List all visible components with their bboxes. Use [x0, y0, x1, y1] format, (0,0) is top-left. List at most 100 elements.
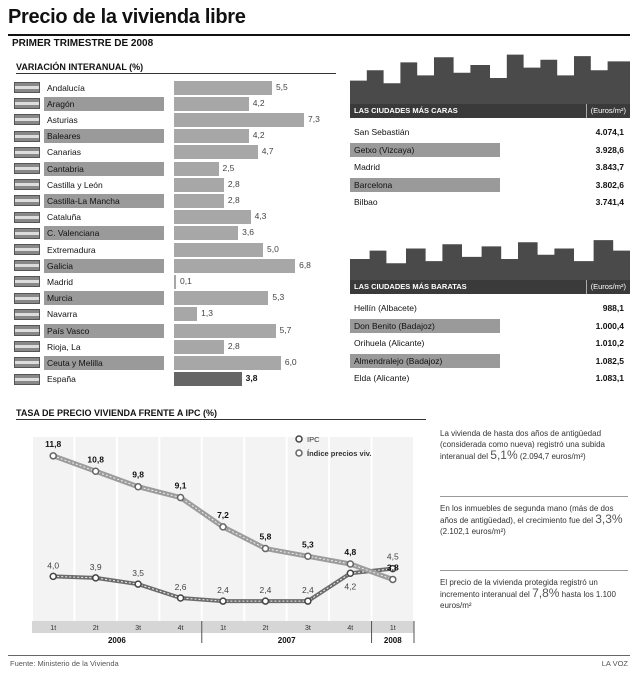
- data-label: 2,4: [260, 585, 272, 595]
- bar-track: 5,3: [174, 291, 344, 306]
- region-label: España: [47, 374, 76, 385]
- skyline-caras: [350, 54, 630, 104]
- city-name: Almendralejo (Badajoz): [350, 353, 500, 368]
- legend-marker-ipv: [295, 449, 303, 457]
- city-row: Bilbao 3.741,4: [350, 195, 630, 210]
- city-price: 1.082,5: [595, 355, 624, 366]
- data-label: 10,8: [87, 454, 104, 464]
- x-tick-label: 4t: [347, 625, 353, 632]
- data-label: 9,8: [132, 470, 144, 480]
- bar-track: 4,2: [174, 129, 344, 144]
- city-name: San Sebastián: [354, 127, 410, 137]
- baratas-heading-text: LAS CIUDADES MÁS BARATAS: [354, 282, 467, 291]
- region-label: Baleares: [44, 129, 164, 144]
- city-row: Orihuela (Alicante) 1.010,2: [350, 336, 630, 351]
- bar-row: Murcia 5,3: [14, 291, 344, 306]
- region-label: Castilla y León: [47, 179, 103, 190]
- region-label: Galicia: [44, 258, 164, 273]
- data-point: [134, 580, 142, 588]
- bar-row: Andalucía 5,5: [14, 80, 344, 95]
- bar: [174, 339, 224, 354]
- variacion-heading: VARIACIÓN INTERANUAL (%): [16, 62, 336, 74]
- bar: [174, 80, 272, 95]
- bar-row: Cantabria 2,5: [14, 161, 344, 176]
- bar: [174, 145, 258, 160]
- note-1: La vivienda de hasta dos años de antigüe…: [440, 428, 630, 462]
- bar-track: 4,2: [174, 96, 344, 111]
- skyline-baratas: [350, 240, 630, 280]
- region-label: País Vasco: [44, 323, 164, 338]
- variacion-chart: Andalucía 5,5 Aragón 4,2 Asturias 7,3 Baleares…: [14, 80, 344, 390]
- caras-heading: LAS CIUDADES MÁS CARAS (Euros/m²): [350, 104, 630, 118]
- data-point: [176, 493, 185, 502]
- bar-row: Castilla-La Mancha 2,8: [14, 193, 344, 208]
- bar-value-label: 4,7: [261, 146, 274, 157]
- data-point: [304, 597, 312, 605]
- bar-value-label: 5,3: [272, 292, 285, 303]
- region-flag-icon: [14, 114, 40, 126]
- region-flag-icon: [14, 373, 40, 385]
- data-point: [346, 569, 355, 578]
- x-tick-label: 2t: [93, 625, 99, 632]
- city-price: 3.741,4: [595, 197, 624, 207]
- city-price: 1.010,2: [595, 338, 624, 348]
- note-2-value: 3,3%: [595, 512, 623, 526]
- bar-value-label: 0,1: [180, 275, 192, 286]
- bar-track: 2,8: [174, 193, 344, 208]
- region-flag-icon: [14, 292, 40, 304]
- bar-row: Baleares 4,2: [14, 129, 344, 144]
- city-row: Getxo (Vizcaya) 3.928,6: [350, 142, 630, 158]
- data-point: [91, 574, 100, 582]
- bar-value-label: 5,7: [279, 324, 292, 335]
- note-3-value: 7,8%: [532, 586, 560, 600]
- year-label: 2007: [278, 636, 296, 645]
- data-point: [346, 560, 355, 568]
- region-flag-icon: [14, 163, 40, 174]
- bar-track: 4,3: [174, 210, 344, 225]
- bar-track: 0,1: [174, 274, 344, 289]
- region-flag-icon: [14, 260, 40, 272]
- region-flag-icon: [14, 325, 40, 336]
- x-tick-label: 1t: [390, 625, 396, 632]
- bar: [174, 226, 239, 241]
- region-label: Ceuta y Melilla: [44, 355, 164, 370]
- caras-unit: (Euros/m²): [585, 104, 626, 118]
- bar: [174, 307, 198, 322]
- city-row: Almendralejo (Badajoz) 1.082,5: [350, 353, 630, 369]
- x-tick-label: 3t: [135, 625, 141, 632]
- data-label: 2,4: [217, 585, 229, 595]
- bar-value-label: 5,0: [267, 243, 279, 254]
- region-label: Navarra: [47, 309, 78, 320]
- bar-value-label: 5,5: [275, 81, 288, 92]
- bar-row: Cataluña 4,3: [14, 210, 344, 225]
- city-name: Barcelona: [350, 177, 500, 192]
- note-1-value: 5,1%: [490, 448, 518, 462]
- bar-row: Madrid 0,1: [14, 274, 344, 289]
- note-2: En los inmuebles de segunda mano (más de…: [440, 503, 630, 537]
- year-label: 2008: [384, 636, 402, 645]
- bar-value-label: 3,6: [242, 227, 254, 238]
- bar-value-label: 6,8: [299, 259, 311, 270]
- note-2-extra: (2.102,1 euros/m²): [440, 527, 506, 536]
- bar: [174, 355, 281, 370]
- bar-track: 3,6: [174, 226, 344, 241]
- data-label: 4,0: [47, 560, 59, 570]
- bar-track: 5,7: [174, 323, 344, 338]
- bar-value-label: 6,0: [284, 356, 297, 367]
- city-price: 4.074,1: [595, 127, 624, 137]
- bar-track: 1,3: [174, 307, 344, 322]
- note-divider: [440, 570, 628, 571]
- city-row: Barcelona 3.802,6: [350, 177, 630, 193]
- bar-row: Aragón 4,2: [14, 96, 344, 111]
- bar-value-label: 4,2: [252, 130, 265, 141]
- city-name: Orihuela (Alicante): [354, 338, 425, 348]
- bar-value-label: 1,3: [201, 308, 213, 319]
- region-label: Extremadura: [47, 244, 96, 255]
- data-point: [134, 482, 142, 491]
- region-label: Cantabria: [44, 161, 164, 176]
- baratas-heading: LAS CIUDADES MÁS BARATAS (Euros/m²): [350, 280, 630, 294]
- data-label: 4,2: [344, 581, 356, 591]
- caras-heading-text: LAS CIUDADES MÁS CARAS: [354, 106, 458, 115]
- region-label: C. Valenciana: [44, 226, 164, 241]
- city-row: Hellín (Albacete) 988,1: [350, 301, 630, 316]
